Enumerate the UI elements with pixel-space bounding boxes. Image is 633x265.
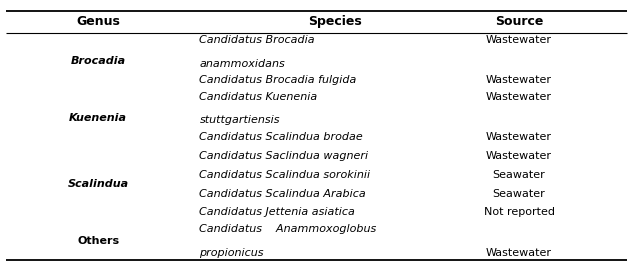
Text: Candidatus Brocadia fulgida: Candidatus Brocadia fulgida <box>199 75 357 85</box>
Text: Candidatus Kuenenia: Candidatus Kuenenia <box>199 92 318 102</box>
Text: Wastewater: Wastewater <box>486 35 552 45</box>
Text: Seawater: Seawater <box>492 170 546 180</box>
Text: Not reported: Not reported <box>484 207 555 218</box>
Text: Genus: Genus <box>76 15 120 28</box>
Text: Candidatus Scalindua Arabica: Candidatus Scalindua Arabica <box>199 189 366 198</box>
Text: Candidatus Jettenia asiatica: Candidatus Jettenia asiatica <box>199 207 355 218</box>
Text: Kuenenia: Kuenenia <box>69 113 127 123</box>
Text: Brocadia: Brocadia <box>70 56 126 67</box>
Text: Source: Source <box>495 15 543 28</box>
Text: propionicus: propionicus <box>199 248 264 258</box>
Text: stuttgartiensis: stuttgartiensis <box>199 115 280 125</box>
Text: anammoxidans: anammoxidans <box>199 59 285 69</box>
Text: Candidatus Scalindua brodae: Candidatus Scalindua brodae <box>199 132 363 142</box>
Text: Others: Others <box>77 236 119 246</box>
Text: Candidatus    Anammoxoglobus: Candidatus Anammoxoglobus <box>199 224 377 234</box>
Text: Wastewater: Wastewater <box>486 132 552 142</box>
Text: Wastewater: Wastewater <box>486 151 552 161</box>
Text: Species: Species <box>309 15 362 28</box>
Text: Candidatus Scalindua sorokinii: Candidatus Scalindua sorokinii <box>199 170 370 180</box>
Text: Wastewater: Wastewater <box>486 248 552 258</box>
Text: Candidatus Brocadia: Candidatus Brocadia <box>199 35 315 45</box>
Text: Scalindua: Scalindua <box>68 179 128 189</box>
Text: Candidatus Saclindua wagneri: Candidatus Saclindua wagneri <box>199 151 368 161</box>
Text: Wastewater: Wastewater <box>486 75 552 85</box>
Text: Wastewater: Wastewater <box>486 92 552 102</box>
Text: Seawater: Seawater <box>492 189 546 198</box>
